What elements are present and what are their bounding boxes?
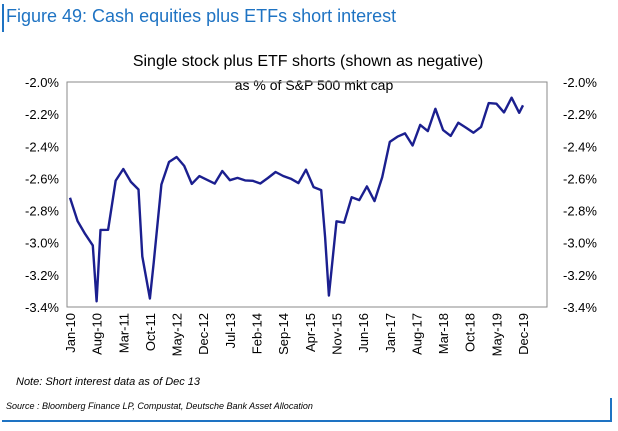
chart-title: Single stock plus ETF shorts (shown as n…: [133, 53, 483, 70]
y-tick-label-right: -3.0%: [563, 236, 597, 251]
y-axis-left: -2.0% -2.2% -2.4% -2.6% -2.8% -3.0% -3.2% -3.4%: [25, 75, 59, 315]
y-tick-label-left: -2.2%: [25, 107, 59, 122]
x-tick-label: Dec-19: [516, 313, 531, 355]
y-tick-label-left: -2.4%: [25, 139, 59, 154]
y-axis-right: -2.0% -2.2% -2.4% -2.6% -2.8% -3.0% -3.2% -3.4%: [563, 75, 597, 315]
y-tick-label-right: -2.6%: [563, 171, 597, 186]
y-tick-label-right: -3.4%: [563, 300, 597, 315]
x-tick-label: May-12: [170, 313, 185, 356]
footer-rule: [2, 420, 612, 422]
y-tick-label-left: -2.0%: [25, 75, 59, 90]
footer-accent-bar: [610, 398, 612, 420]
y-tick-label-right: -2.4%: [563, 139, 597, 154]
x-tick-label: Mar-11: [116, 313, 131, 353]
x-tick-label: May-19: [489, 313, 504, 356]
y-tick-label-right: -3.2%: [563, 268, 597, 283]
x-tick-label: Mar-18: [436, 313, 451, 354]
y-tick-label-right: -2.0%: [563, 75, 597, 90]
y-tick-label-right: -2.8%: [563, 204, 597, 219]
y-tick-label-left: -2.8%: [25, 204, 59, 219]
y-tick-label-left: -3.2%: [25, 268, 59, 283]
series-line: [68, 96, 525, 303]
x-tick-label: Feb-14: [250, 313, 265, 354]
x-tick-label: Sep-14: [276, 313, 291, 355]
y-tick-label-left: -2.6%: [25, 171, 59, 186]
x-tick-label: Jun-16: [356, 313, 371, 353]
title-accent-bar: [2, 4, 4, 32]
x-tick-label: Nov-15: [329, 313, 344, 355]
x-tick-label: Oct-11: [143, 313, 158, 351]
x-tick-label: Jul-13: [223, 313, 238, 348]
plot-frame: [66, 81, 548, 308]
chart-note: Note: Short interest data as of Dec 13: [16, 376, 201, 388]
y-tick-label-left: -3.0%: [25, 236, 59, 251]
figure-title: Figure 49: Cash equities plus ETFs short…: [6, 6, 397, 26]
x-tick-label: Apr-15: [303, 313, 318, 352]
x-tick-label: Aug-17: [409, 313, 424, 355]
y-tick-label-right: -2.2%: [563, 107, 597, 122]
y-tick-label-left: -3.4%: [25, 300, 59, 315]
x-tick-label: Aug-10: [90, 313, 105, 355]
chart-subtitle: as % of S&P 500 mkt cap: [235, 77, 394, 93]
x-tick-label: Dec-12: [196, 313, 211, 355]
x-axis: Jan-10 Aug-10 Mar-11 Oct-11 May-12 Dec-12 Jul-…: [63, 313, 531, 356]
x-tick-label: Oct-18: [463, 313, 478, 352]
x-tick-label: Jan-17: [383, 313, 398, 353]
x-tick-label: Jan-10: [63, 313, 78, 353]
source-line: Source : Bloomberg Finance LP, Compustat…: [6, 401, 313, 411]
